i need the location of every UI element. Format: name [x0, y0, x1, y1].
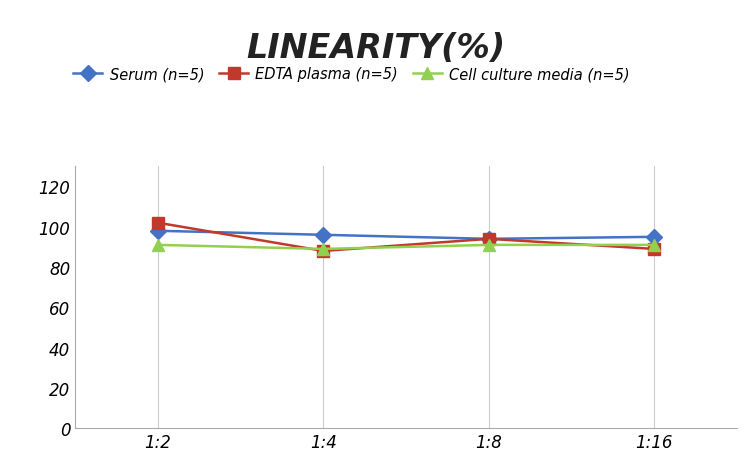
Serum (n=5)	[153, 229, 162, 234]
Text: LINEARITY(%): LINEARITY(%)	[247, 32, 505, 64]
Line: EDTA plasma (n=5): EDTA plasma (n=5)	[153, 218, 660, 257]
Cell culture media (n=5)	[153, 243, 162, 248]
EDTA plasma (n=5)	[650, 247, 659, 252]
Serum (n=5)	[650, 235, 659, 240]
Cell culture media (n=5)	[484, 243, 493, 248]
EDTA plasma (n=5)	[484, 237, 493, 242]
Line: Cell culture media (n=5): Cell culture media (n=5)	[153, 240, 660, 255]
Line: Serum (n=5): Serum (n=5)	[153, 226, 660, 245]
EDTA plasma (n=5)	[153, 221, 162, 226]
Serum (n=5)	[319, 233, 328, 238]
Serum (n=5)	[484, 237, 493, 242]
Cell culture media (n=5)	[319, 247, 328, 252]
Cell culture media (n=5)	[650, 243, 659, 248]
EDTA plasma (n=5)	[319, 249, 328, 254]
Legend: Serum (n=5), EDTA plasma (n=5), Cell culture media (n=5): Serum (n=5), EDTA plasma (n=5), Cell cul…	[68, 61, 635, 88]
